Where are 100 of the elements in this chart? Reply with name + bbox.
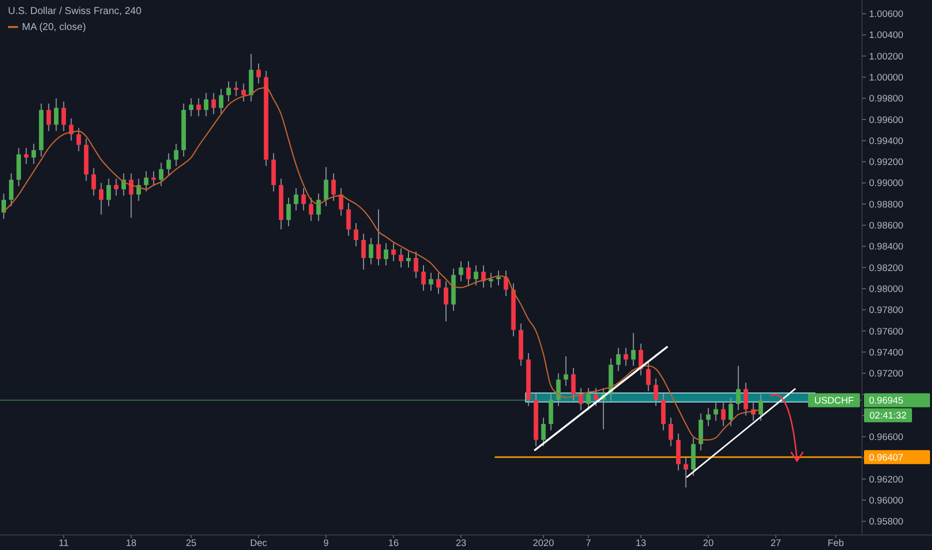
candlestick [144,170,148,192]
candlestick [114,178,118,196]
candlestick [541,417,546,447]
y-tick-label: 0.98400 [869,242,904,253]
candlestick [466,260,471,286]
ref-line-label: 0.96945 [869,396,904,407]
candlestick [2,192,6,220]
text: U.S. Dollar / Swiss Franc, 240 [8,6,142,17]
candlestick [556,372,561,407]
candlestick [286,197,291,227]
candlestick [368,237,374,265]
candlestick [758,394,764,422]
candlestick [331,172,336,202]
candlestick [338,188,344,216]
y-tick-label: 1.00000 [869,72,904,84]
candlestick [488,272,494,288]
candlestick [428,272,434,292]
candlestick [218,88,224,115]
candlestick [151,170,156,187]
text: 02:41:32 [870,410,906,422]
x-tick-label: 18 [126,538,136,549]
candlestick [24,148,28,164]
candlestick [226,80,231,102]
candlestick [354,222,358,247]
y-tick-label: 0.97200 [869,368,904,380]
candlestick [668,417,674,447]
y-tick-label: 0.98800 [869,199,904,210]
candlestick [391,242,396,262]
candlestick [384,242,388,266]
candlestick [744,382,748,416]
annotation: USDCHF [814,396,854,407]
y-tick-label: 0.99000 [869,178,904,190]
candlestick [121,172,126,196]
candlestick [594,388,598,407]
candlestick [234,80,238,97]
candlestick [301,188,306,211]
ref-line-label: 0.96407 [869,452,904,464]
candlestick [624,347,628,366]
candlestick [316,192,321,222]
candlestick [31,143,36,164]
x-tick-label: 9 [323,538,329,549]
candlestick [728,397,734,427]
y-tick-label: 0.99200 [869,157,904,168]
candlestick [346,202,351,236]
candlestick [631,332,636,366]
candlestick [241,83,246,102]
candlestick [616,347,621,372]
candlestick [736,365,741,411]
x-tick-label: 16 [388,538,399,549]
candlestick [421,264,426,292]
candlestick [204,92,208,117]
candlestick [308,197,314,222]
candlestick [294,188,298,211]
candlestick [564,356,568,386]
candlestick [504,270,508,297]
candlestick [406,251,411,268]
candlestick [166,152,171,176]
candlestick [188,98,194,117]
candlestick [106,178,111,207]
candlestick [54,98,58,132]
x-tick-label: 23 [456,538,466,549]
candlestick [444,280,448,322]
candlestick [98,182,104,216]
x-tick-label: 20 [703,538,714,549]
x-tick-label: 2020 [532,538,554,549]
candlestick [196,98,201,117]
y-tick-label: 0.96200 [869,474,904,486]
candlestick [586,388,591,411]
candlestick [8,172,14,207]
candlestick [61,101,66,132]
candlestick [414,251,418,279]
y-tick-label: 0.99400 [869,136,904,147]
x-tick-label: Feb [828,538,844,549]
y-tick-label: 0.96000 [869,495,904,506]
y-tick-label: 0.97600 [869,326,904,338]
candlestick [684,457,688,488]
candlestick [128,172,134,218]
candlestick [436,272,441,294]
candlestick [158,162,164,187]
candlestick [571,367,576,402]
y-tick-label: 1.00200 [869,51,904,62]
candlestick [721,402,726,427]
y-tick-label: 0.97800 [869,305,904,316]
candlestick [46,103,51,132]
candlestick [578,388,584,411]
candlestick [714,402,718,422]
candlestick [91,168,96,196]
candlestick [706,408,711,427]
legend-label: MA (20, close) [22,22,86,33]
x-tick-label: 13 [636,538,646,549]
candlestick [211,92,216,115]
candlestick [398,248,404,268]
y-tick-label: 0.99600 [869,114,904,126]
x-tick-label: 27 [770,538,782,549]
y-tick-label: 1.00400 [869,30,904,42]
candlestick [474,264,478,286]
y-tick-label: 0.99800 [869,94,904,105]
candlestick [256,62,261,84]
y-tick-label: 0.98200 [869,262,904,274]
candlestick [458,260,464,282]
